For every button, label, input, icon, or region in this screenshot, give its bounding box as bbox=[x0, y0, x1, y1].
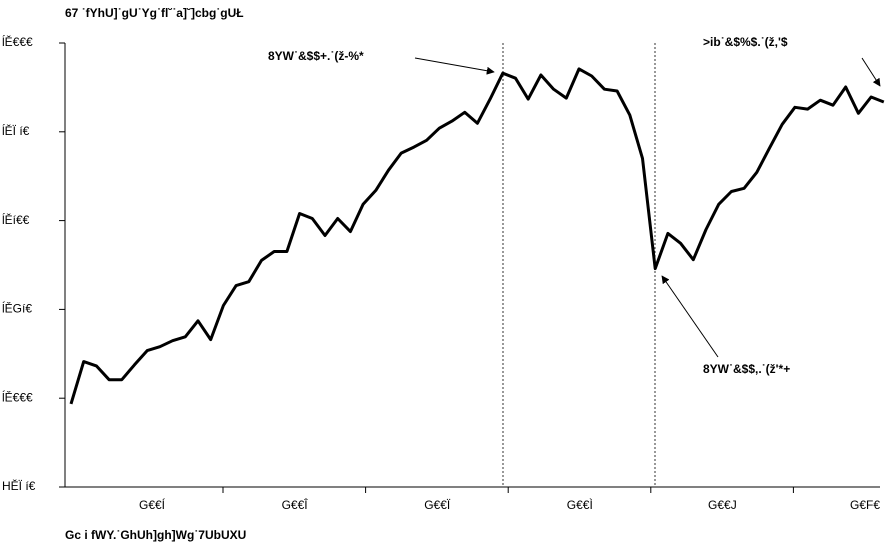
y-tick-label: ĺĚ€€€ bbox=[2, 389, 33, 404]
chart-title: 67 ˙fYhU]˙gU˙Yg˙fl˘˙a]˘]cbg˙gUŁ bbox=[65, 6, 244, 20]
y-tick-label: ĺĚí€€ bbox=[2, 212, 30, 227]
source-note: Gc i fWY.˙GhUh]gh]Wg˙7UbUXU bbox=[65, 528, 246, 542]
x-tick-label: G€€J bbox=[708, 498, 737, 512]
x-tick-label: G€€Í bbox=[139, 497, 166, 512]
annotation-arrow bbox=[661, 275, 719, 358]
annotation: >ib˙&$%$.˙(ž,'$ bbox=[703, 35, 788, 49]
x-tick-label: G€F€ bbox=[850, 498, 880, 512]
x-tick-label: G€€Î bbox=[282, 497, 309, 512]
y-tick-label: HĚÏ í€ bbox=[2, 478, 36, 493]
y-tick-label: ĺĚÏ í€ bbox=[2, 123, 30, 138]
x-tick-label: G€€Ì bbox=[567, 497, 593, 512]
x-tick-label: G€€Ï bbox=[424, 498, 451, 512]
annotation-arrow bbox=[414, 57, 495, 75]
y-tick-label: ĺĚ€€€ bbox=[2, 34, 33, 49]
annotation-arrow bbox=[861, 57, 881, 87]
data-line bbox=[69, 67, 885, 405]
annotation: 8YW˙&$$,.˙(ž'*+ bbox=[703, 362, 790, 376]
y-tick-label: ĺĚGí€ bbox=[2, 301, 32, 316]
annotation: 8YW˙&$$+.˙(ž-%* bbox=[268, 49, 364, 63]
